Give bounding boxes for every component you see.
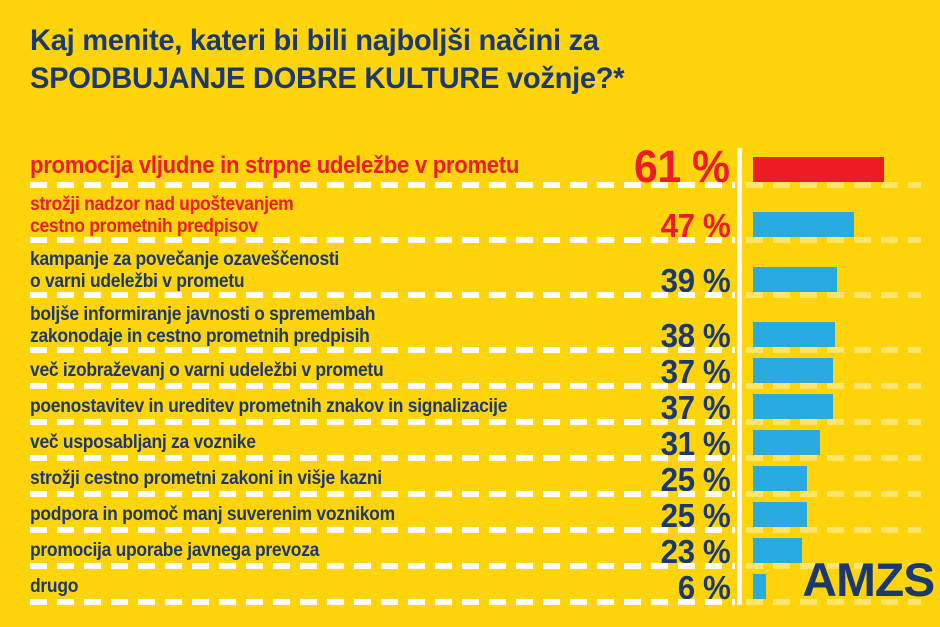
row-value: 25 %: [660, 496, 730, 534]
amzs-logo: AMZS: [802, 553, 935, 606]
row-label: več izobraževanj o varni udeležbi v prom…: [30, 360, 384, 382]
row-value: 6 %: [677, 568, 730, 606]
chart-row: promocija vljudne in strpne udeležbe v p…: [30, 141, 940, 192]
row-label: promocija uporabe javnega prevoza: [30, 540, 320, 562]
row-value: 23 %: [660, 532, 730, 570]
axis-line: [737, 148, 742, 605]
row-label: strožji cestno prometni zakoni in višje …: [30, 468, 382, 490]
bar: [753, 502, 807, 527]
row-label: več usposabljanj za voznike: [30, 432, 256, 454]
chart-row: podpora in pomoč manj suverenim voznikom…: [30, 497, 940, 533]
row-value: 61 %: [634, 141, 730, 192]
chart-row: poenostavitev in ureditev prometnih znak…: [30, 389, 940, 425]
row-value: 38 %: [660, 317, 730, 354]
bar: [753, 574, 766, 599]
bar: [753, 538, 802, 563]
chart-row: boljše informiranje javnosti o sprememba…: [30, 298, 940, 353]
page-title: Kaj menite, kateri bi bili najboljši nač…: [30, 24, 625, 96]
row-value: 31 %: [660, 424, 730, 462]
row-label: boljše informiranje javnosti o sprememba…: [30, 304, 376, 347]
row-value: 39 %: [660, 262, 730, 299]
row-value: 47 %: [660, 207, 730, 244]
chart-row: več izobraževanj o varni udeležbi v prom…: [30, 353, 940, 389]
row-label: drugo: [30, 576, 79, 598]
bar: [753, 466, 807, 491]
bar: [753, 212, 854, 237]
chart-row: promocija uporabe javnega prevoza 23 %: [30, 533, 940, 569]
chart-row: več usposabljanj za voznike 31 %: [30, 425, 940, 461]
row-value: 37 %: [660, 352, 730, 390]
bar: [753, 394, 833, 419]
chart-row: kampanje za povečanje ozaveščenosti o va…: [30, 243, 940, 298]
bar: [753, 157, 884, 182]
row-label: poenostavitev in ureditev prometnih znak…: [30, 396, 508, 418]
bar-chart: promocija vljudne in strpne udeležbe v p…: [30, 141, 940, 605]
bar: [753, 267, 837, 292]
chart-row: drugo 6 %: [30, 569, 940, 605]
bar: [753, 430, 820, 455]
bar: [753, 358, 833, 383]
chart-row: strožji cestno prometni zakoni in višje …: [30, 461, 940, 497]
bar: [753, 322, 835, 347]
row-value: 25 %: [660, 460, 730, 498]
row-label: strožji nadzor nad upoštevanjem cestno p…: [30, 194, 294, 237]
row-value: 37 %: [660, 388, 730, 426]
chart-row: strožji nadzor nad upoštevanjem cestno p…: [30, 188, 940, 243]
row-label: kampanje za povečanje ozaveščenosti o va…: [30, 249, 340, 292]
row-label: podpora in pomoč manj suverenim voznikom: [30, 504, 395, 526]
row-label: promocija vljudne in strpne udeležbe v p…: [30, 152, 520, 180]
